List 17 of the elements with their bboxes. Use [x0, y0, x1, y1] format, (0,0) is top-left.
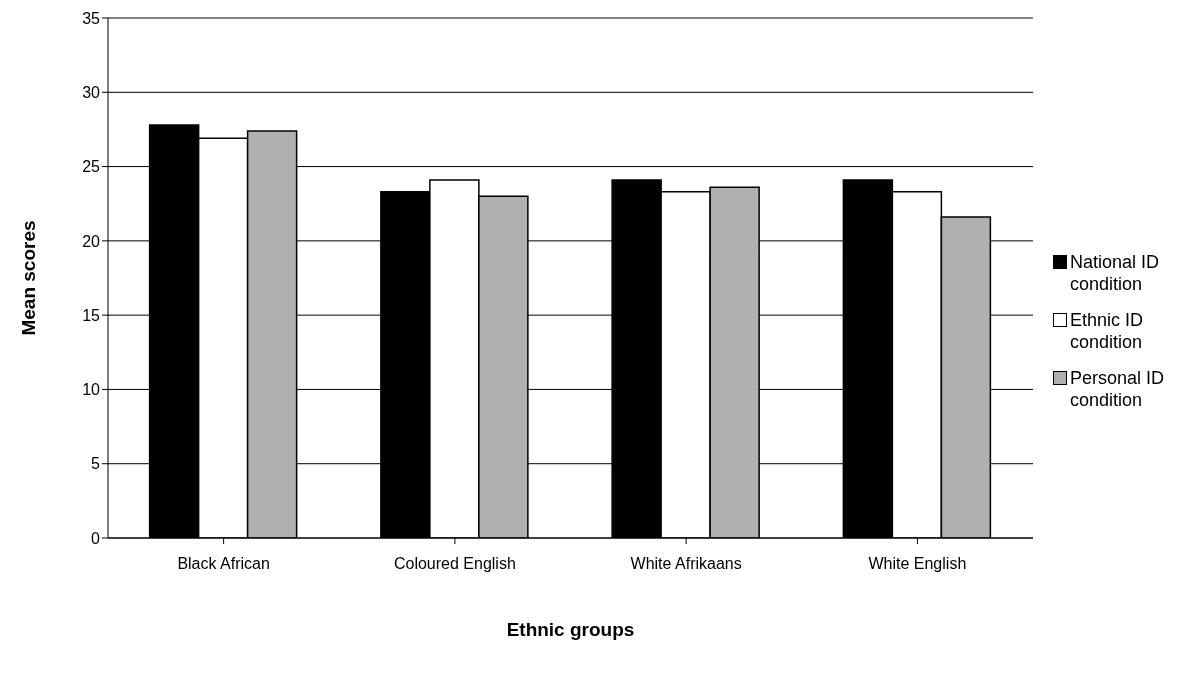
x-tick-label: White English	[868, 555, 967, 573]
legend-label: Ethnic ID condition	[1070, 309, 1145, 353]
y-tick-label: 30	[82, 83, 101, 101]
y-tick-label: 25	[82, 158, 101, 176]
x-tick-label: Black African	[177, 555, 270, 573]
y-tick-label: 0	[91, 529, 101, 547]
y-tick-label: 5	[91, 455, 101, 473]
y-axis-title: Mean scores	[17, 220, 39, 336]
x-tick-label: White Afrikaans	[630, 555, 742, 573]
y-tick-label: 10	[82, 381, 101, 399]
y-tick-label: 15	[82, 306, 101, 324]
legend-label: National ID condition	[1070, 251, 1161, 295]
x-axis-title: Ethnic groups	[506, 619, 635, 640]
legend-label: Personal ID condition	[1070, 367, 1166, 411]
x-tick-label: Coloured English	[393, 555, 516, 573]
y-tick-label: 20	[82, 232, 101, 250]
y-tick-label: 35	[82, 9, 101, 27]
